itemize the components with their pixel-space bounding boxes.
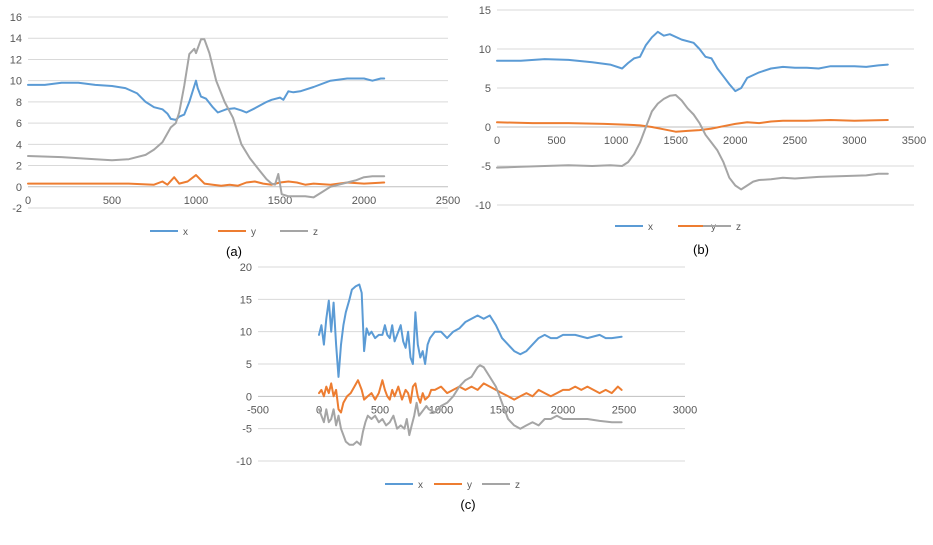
x-tick-label: 1500 — [490, 404, 514, 416]
y-tick-label: 0 — [16, 182, 22, 194]
series-line-y — [318, 379, 623, 414]
y-tick-label: 5 — [485, 83, 491, 95]
series-line-y — [27, 174, 386, 187]
y-tick-label: -10 — [236, 456, 252, 468]
y-tick-label: 10 — [479, 44, 491, 56]
x-tick-label: 0 — [25, 195, 31, 207]
y-tick-label: 10 — [10, 76, 22, 88]
x-tick-label: 1500 — [663, 135, 687, 147]
x-tick-label: 1000 — [604, 135, 628, 147]
x-tick-label: 2000 — [352, 195, 376, 207]
legend-label: y — [251, 227, 256, 238]
legend-label: x — [183, 227, 188, 238]
legend-label: y — [711, 222, 716, 233]
legend-label: z — [313, 227, 318, 238]
y-tick-label: 12 — [10, 54, 22, 66]
y-tick-label: -10 — [475, 200, 491, 212]
x-tick-label: 1500 — [268, 195, 292, 207]
x-tick-label: 3500 — [902, 135, 926, 147]
chart-b: -10 -5 0 5 10 15 0 500 1000 1500 2000 2500 3000 3500… — [475, 5, 926, 257]
series-line-z — [27, 38, 386, 199]
series-line-x — [27, 77, 386, 121]
series-line-z — [318, 364, 623, 446]
legend-label: z — [736, 222, 741, 233]
legend-label: x — [648, 222, 653, 233]
y-tick-label: 4 — [16, 139, 22, 151]
y-tick-label: 10 — [240, 327, 252, 339]
x-tick-label: 2000 — [551, 404, 575, 416]
y-tick-label: -5 — [481, 161, 491, 173]
legend-label: y — [467, 480, 472, 491]
x-tick-label: 500 — [103, 195, 121, 207]
series-line-x — [318, 283, 623, 378]
chart-caption: (c) — [460, 497, 475, 512]
x-tick-label: 2000 — [723, 135, 747, 147]
y-tick-label: 14 — [10, 33, 22, 45]
y-tick-label: 15 — [479, 5, 491, 17]
legend-label: z — [515, 480, 520, 491]
y-tick-label: 16 — [10, 12, 22, 24]
y-tick-label: 15 — [240, 294, 252, 306]
chart-caption: (b) — [693, 242, 709, 257]
series-line-y — [496, 119, 889, 133]
series-line-z — [496, 94, 889, 191]
x-tick-label: -500 — [247, 404, 269, 416]
y-tick-label: 8 — [16, 97, 22, 109]
x-tick-label: 500 — [371, 404, 389, 416]
y-tick-label: 0 — [485, 122, 491, 134]
y-tick-label: 0 — [246, 391, 252, 403]
x-tick-label: 0 — [494, 135, 500, 147]
y-tick-label: 20 — [240, 262, 252, 274]
y-tick-label: 2 — [16, 161, 22, 173]
x-tick-label: 500 — [547, 135, 565, 147]
series-line-x — [496, 30, 889, 93]
y-tick-label: -2 — [12, 203, 22, 215]
x-tick-label: 2500 — [783, 135, 807, 147]
x-tick-label: 1000 — [184, 195, 208, 207]
x-tick-label: 2500 — [612, 404, 636, 416]
x-tick-label: 2500 — [436, 195, 460, 207]
y-tick-label: -5 — [242, 424, 252, 436]
legend-label: x — [418, 480, 423, 491]
x-tick-label: 3000 — [842, 135, 866, 147]
chart-caption: (a) — [226, 244, 242, 259]
x-tick-label: 3000 — [673, 404, 697, 416]
y-tick-label: 5 — [246, 359, 252, 371]
y-tick-label: 6 — [16, 118, 22, 130]
